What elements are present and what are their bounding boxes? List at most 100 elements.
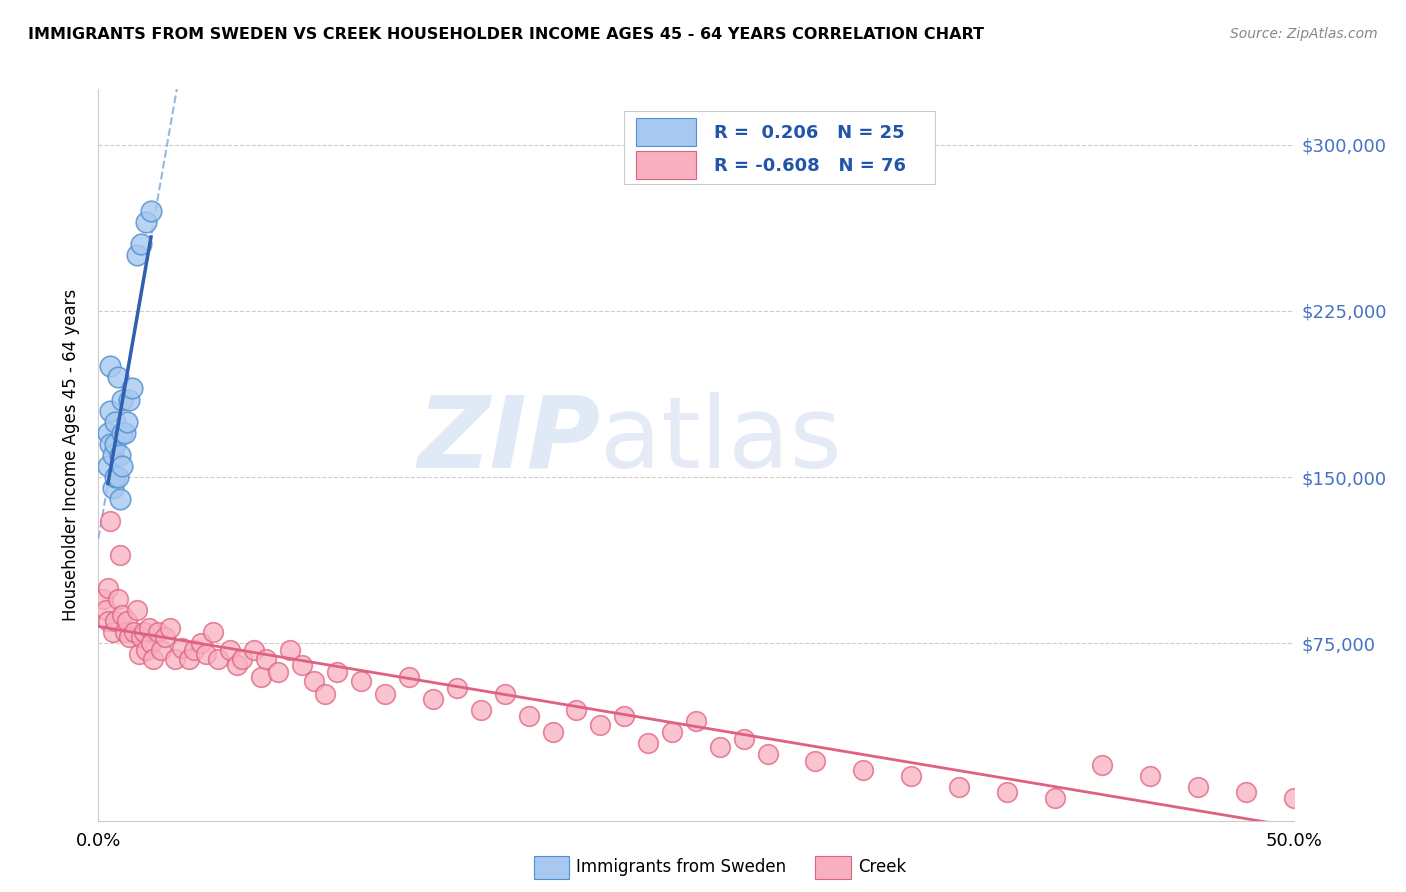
Point [104, 470, 127, 484]
Point [1139, 769, 1161, 783]
Point [98, 437, 122, 451]
Point [159, 621, 181, 635]
Point [1187, 780, 1209, 795]
Point [114, 425, 136, 440]
Point [709, 740, 731, 755]
Point [291, 658, 314, 673]
Point [278, 643, 301, 657]
Point [125, 248, 148, 262]
Point [326, 665, 349, 680]
Point [98, 403, 122, 417]
Point [111, 458, 134, 473]
Point [115, 614, 138, 628]
Point [118, 630, 141, 644]
Point [108, 548, 131, 562]
Text: Immigrants from Sweden: Immigrants from Sweden [576, 858, 786, 876]
Point [565, 703, 588, 717]
Point [804, 754, 827, 768]
Point [97, 581, 120, 595]
Point [132, 625, 155, 640]
Point [1043, 791, 1066, 805]
Point [190, 636, 212, 650]
Point [139, 636, 162, 650]
Point [98, 359, 122, 374]
Point [1091, 758, 1114, 772]
Point [852, 763, 875, 777]
Point [226, 658, 249, 673]
Text: atlas: atlas [600, 392, 842, 489]
Point [1234, 785, 1257, 799]
Point [446, 681, 468, 695]
Point [97, 425, 120, 440]
Point [179, 652, 201, 666]
Text: Source: ZipAtlas.com: Source: ZipAtlas.com [1230, 27, 1378, 41]
Point [163, 652, 186, 666]
Point [589, 718, 612, 732]
Point [104, 614, 127, 628]
Point [315, 687, 337, 701]
Text: R = -0.608   N = 76: R = -0.608 N = 76 [714, 157, 905, 175]
Point [219, 643, 242, 657]
Point [131, 630, 153, 644]
Point [101, 625, 124, 640]
Point [114, 625, 136, 640]
Point [149, 643, 172, 657]
Text: R =  0.206   N = 25: R = 0.206 N = 25 [714, 124, 904, 142]
Point [350, 673, 373, 688]
Point [172, 640, 194, 655]
FancyBboxPatch shape [624, 112, 935, 185]
Point [125, 603, 148, 617]
Point [97, 614, 120, 628]
Point [91, 592, 114, 607]
Point [995, 785, 1018, 799]
Point [124, 625, 146, 640]
Point [118, 392, 141, 407]
Point [135, 215, 157, 229]
Point [115, 415, 138, 429]
Point [900, 769, 922, 783]
Point [541, 725, 564, 739]
Point [207, 652, 229, 666]
Point [613, 709, 636, 723]
Point [111, 392, 134, 407]
Point [948, 780, 970, 795]
Point [107, 592, 129, 607]
Y-axis label: Householder Income Ages 45 - 64 years: Householder Income Ages 45 - 64 years [62, 289, 80, 621]
Point [661, 725, 683, 739]
Point [231, 652, 253, 666]
Point [135, 643, 157, 657]
Point [131, 237, 153, 252]
Point [111, 425, 134, 440]
Point [194, 648, 218, 662]
Point [101, 481, 124, 495]
Point [254, 652, 277, 666]
Point [139, 204, 162, 219]
Point [685, 714, 707, 728]
Text: ZIP: ZIP [418, 392, 600, 489]
Point [517, 709, 540, 723]
Point [637, 736, 659, 750]
Point [148, 625, 170, 640]
Point [107, 470, 129, 484]
Point [108, 492, 131, 507]
Point [155, 630, 177, 644]
Text: IMMIGRANTS FROM SWEDEN VS CREEK HOUSEHOLDER INCOME AGES 45 - 64 YEARS CORRELATIO: IMMIGRANTS FROM SWEDEN VS CREEK HOUSEHOL… [28, 27, 984, 42]
Point [108, 448, 131, 462]
Point [94, 603, 117, 617]
FancyBboxPatch shape [637, 119, 696, 146]
Point [104, 415, 127, 429]
Point [183, 643, 205, 657]
Text: Creek: Creek [858, 858, 905, 876]
Point [243, 643, 266, 657]
Point [97, 458, 120, 473]
FancyBboxPatch shape [637, 152, 696, 179]
Point [98, 515, 122, 529]
Point [398, 669, 420, 683]
Point [121, 381, 143, 395]
Point [138, 621, 160, 635]
Point [104, 437, 127, 451]
Point [111, 607, 134, 622]
Point [422, 691, 444, 706]
Point [733, 731, 755, 746]
Point [267, 665, 290, 680]
